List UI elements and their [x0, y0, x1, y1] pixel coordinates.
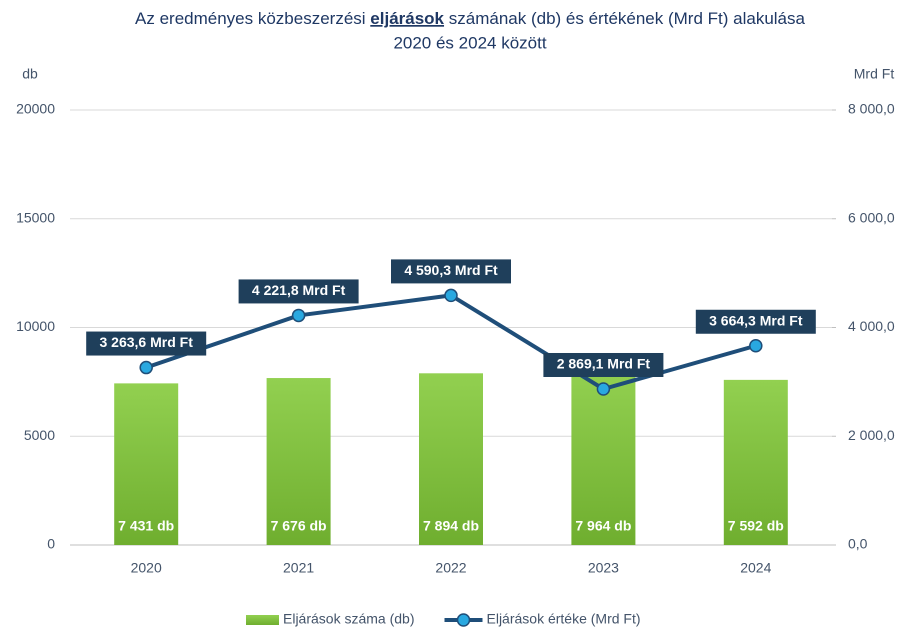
- chart-title: Az eredményes közbeszerzési eljárások sz…: [135, 9, 805, 28]
- bar: [419, 373, 483, 545]
- bar-value-label: 7 894 db: [423, 518, 479, 534]
- value-label-box: [238, 279, 359, 304]
- x-tick-label: 2024: [740, 560, 771, 576]
- y2-tick-label: 6 000,0: [848, 209, 895, 225]
- x-tick-label: 2020: [131, 560, 162, 576]
- line-value-label: 4 221,8 Mrd Ft: [252, 282, 346, 298]
- line-marker: [444, 288, 458, 303]
- y-axis-label: db: [22, 66, 38, 82]
- y-tick-label: 20000: [16, 101, 55, 117]
- y-tick-label: 0: [47, 536, 55, 552]
- line-marker: [596, 382, 611, 396]
- legend-label: Eljárások értéke (Mrd Ft): [487, 611, 641, 627]
- value-label-box: [391, 259, 511, 284]
- chart-title-line2: 2020 és 2024 között: [393, 33, 546, 52]
- line-value-label: 4 590,3 Mrd Ft: [404, 262, 498, 278]
- bar: [571, 371, 636, 545]
- y2-axis-label: Mrd Ft: [854, 66, 895, 82]
- bar: [723, 379, 788, 545]
- legend-label: Eljárások száma (db): [283, 611, 415, 627]
- value-label-box: [86, 331, 207, 356]
- x-tick-label: 2023: [588, 560, 619, 576]
- line-value-label: 2 869,1 Mrd Ft: [557, 356, 651, 372]
- line-marker: [139, 360, 153, 375]
- bar-value-label: 7 964 db: [575, 518, 631, 534]
- title-part: Az eredményes közbeszerzési: [135, 9, 366, 28]
- bar-value-label: 7 592 db: [728, 518, 784, 534]
- y-tick-label: 10000: [16, 318, 55, 334]
- title-emphasis: eljárások: [370, 9, 444, 28]
- y2-tick-label: 0,0: [848, 536, 868, 552]
- line-value-label: 3 263,6 Mrd Ft: [100, 334, 194, 350]
- y-tick-label: 5000: [24, 427, 55, 443]
- y2-tick-label: 8 000,0: [848, 101, 895, 117]
- y2-tick-label: 4 000,0: [848, 318, 895, 334]
- y2-tick-label: 2 000,0: [848, 427, 895, 443]
- value-label-box: [543, 352, 664, 377]
- bar-value-label: 7 431 db: [118, 518, 174, 534]
- bar: [266, 378, 331, 545]
- line-value-label: 3 664,3 Mrd Ft: [709, 312, 803, 328]
- x-tick-label: 2022: [435, 560, 466, 576]
- x-tick-label: 2021: [283, 560, 314, 576]
- bar: [114, 383, 179, 545]
- legend-marker: [456, 613, 471, 627]
- line-marker: [291, 308, 306, 323]
- bar-value-label: 7 676 db: [271, 518, 327, 534]
- y-tick-label: 15000: [16, 209, 55, 225]
- value-label-box: [695, 309, 816, 334]
- line-marker: [749, 339, 763, 353]
- title-part: számának (db) és értékének (Mrd Ft) alak…: [449, 9, 806, 28]
- legend-swatch: [246, 615, 279, 625]
